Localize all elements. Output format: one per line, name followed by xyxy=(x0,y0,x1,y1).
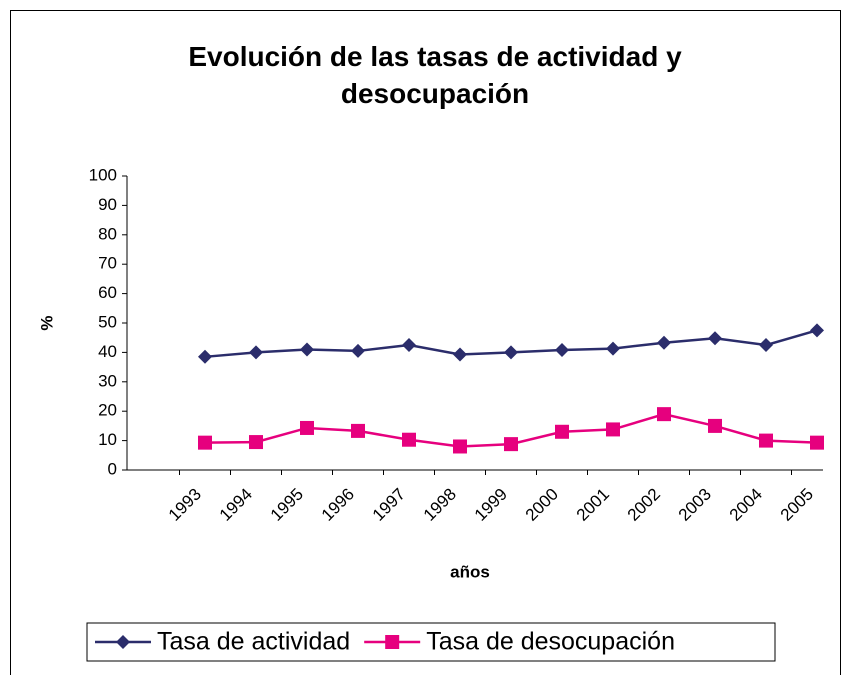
y-tick-label: 40 xyxy=(98,342,117,361)
legend-label: Tasa de actividad xyxy=(157,628,350,656)
x-tick-label: 2000 xyxy=(522,485,562,525)
y-tick-label: 50 xyxy=(98,312,117,331)
x-axis-title: años xyxy=(450,562,490,581)
marker xyxy=(504,437,518,452)
x-tick-label: 2004 xyxy=(726,485,766,525)
legend-box xyxy=(86,622,776,662)
y-axis-title: % xyxy=(37,315,56,330)
marker xyxy=(606,341,620,356)
marker xyxy=(351,423,365,438)
chart-title: Evolución de las tasas de actividad y de… xyxy=(188,41,682,109)
x-tick-label: 1998 xyxy=(420,485,460,525)
x-tick-label: 2001 xyxy=(573,485,613,525)
y-tick-label: 100 xyxy=(89,165,117,184)
y-tick-label: 70 xyxy=(98,254,117,273)
marker xyxy=(810,435,824,450)
x-tick-label: 1995 xyxy=(267,485,307,525)
x-tick-label: 2005 xyxy=(777,485,817,525)
marker xyxy=(708,331,722,346)
legend-marker xyxy=(385,635,400,649)
y-tick-label: 0 xyxy=(108,459,117,478)
x-tick-label: 1999 xyxy=(471,485,511,525)
y-tick-label: 20 xyxy=(98,401,117,420)
marker xyxy=(606,422,620,437)
marker xyxy=(810,323,824,338)
marker xyxy=(555,343,569,358)
chart-frame xyxy=(10,10,841,675)
marker xyxy=(759,338,773,353)
marker xyxy=(759,433,773,448)
x-tick-label: 1994 xyxy=(216,485,256,525)
marker xyxy=(555,424,569,439)
marker xyxy=(249,345,263,360)
x-tick-label: 2002 xyxy=(624,485,664,525)
marker xyxy=(657,335,671,350)
marker xyxy=(402,338,416,353)
marker xyxy=(453,347,467,362)
x-tick-label: 1996 xyxy=(318,485,358,525)
y-tick-label: 60 xyxy=(98,283,117,302)
marker xyxy=(708,418,722,433)
x-tick-label: 1993 xyxy=(165,485,205,525)
x-tick-label: 1997 xyxy=(369,485,409,525)
marker xyxy=(198,349,212,364)
marker xyxy=(453,439,467,454)
marker xyxy=(300,420,314,435)
marker xyxy=(351,343,365,358)
marker xyxy=(198,435,212,450)
y-tick-label: 10 xyxy=(98,430,117,449)
x-tick-label: 2003 xyxy=(675,485,715,525)
legend-label: Tasa de desocupación xyxy=(426,628,675,656)
marker xyxy=(504,345,518,360)
legend-marker xyxy=(116,635,130,649)
y-tick-label: 30 xyxy=(98,371,117,390)
marker xyxy=(657,407,671,422)
y-tick-label: 90 xyxy=(98,195,117,214)
marker xyxy=(402,432,416,447)
marker xyxy=(300,342,314,357)
y-tick-label: 80 xyxy=(98,224,117,243)
marker xyxy=(249,435,263,450)
